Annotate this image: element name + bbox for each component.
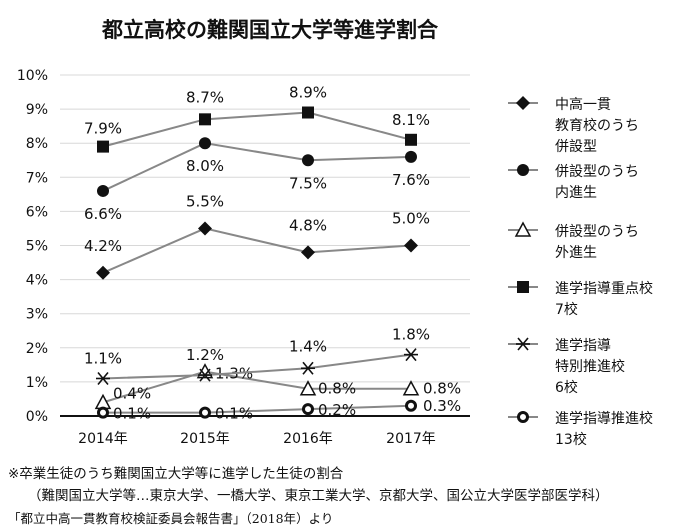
y-tick-label: 3% <box>26 307 48 323</box>
data-point <box>404 348 418 362</box>
legend-label: 内進生 <box>555 185 597 201</box>
data-label: 0.8% <box>318 380 356 398</box>
data-point <box>405 133 417 146</box>
data-point <box>96 371 110 386</box>
data-point <box>404 238 418 253</box>
data-point <box>199 113 211 126</box>
data-point <box>199 137 211 150</box>
x-tick-label: 2015年 <box>180 431 230 447</box>
data-point <box>97 140 109 153</box>
series-line <box>102 142 412 192</box>
data-point <box>198 368 212 382</box>
data-label: 8.0% <box>186 157 224 175</box>
data-label: 1.4% <box>289 337 327 355</box>
y-tick-label: 5% <box>26 239 48 255</box>
source-citation: 「都立中高一貫教育校検証委員会報告書」（2018年）より <box>8 511 334 526</box>
series-line <box>102 370 411 404</box>
x-tick-label: 2014年 <box>78 431 128 447</box>
data-point <box>302 154 314 167</box>
series-line <box>102 227 412 274</box>
legend-label: 併設型 <box>555 139 597 155</box>
data-point <box>402 380 420 396</box>
data-label: 0.1% <box>215 405 253 423</box>
footnote-detail: （難関国立大学等…東京大学、一橋大学、東京工業大学、京都大学、国公立大学医学部医… <box>28 488 609 504</box>
footnote: ※卒業生徒のうち難関国立大学等に進学した生徒の割合 <box>8 466 344 482</box>
data-label: 1.8% <box>392 326 430 344</box>
data-label: 8.1% <box>392 111 430 129</box>
data-label: 6.6% <box>84 205 122 223</box>
data-point <box>199 406 211 419</box>
y-tick-label: 1% <box>26 375 48 391</box>
y-tick-label: 10% <box>17 68 48 84</box>
legend-marker-open-triangle <box>514 221 532 237</box>
data-label: 7.6% <box>392 171 430 189</box>
legend-label: 進学指導推進校 <box>555 410 653 427</box>
data-point <box>302 403 314 416</box>
data-label: 0.2% <box>318 401 356 419</box>
data-label: 8.7% <box>186 88 224 106</box>
y-tick-label: 4% <box>26 273 48 289</box>
data-label: 0.4% <box>113 384 151 402</box>
data-label: 8.9% <box>289 84 327 102</box>
line-chart: 0% 1% 2% 3% 4% 5% 6% 7% 8% 9% 10% 2014年 2015年 2016年 20… <box>17 68 653 448</box>
y-tick-label: 6% <box>26 204 48 220</box>
legend-label: 進学指導 <box>555 338 611 354</box>
data-label: 7.5% <box>289 174 327 192</box>
data-point <box>198 221 212 236</box>
x-tick-label: 2017年 <box>386 431 436 447</box>
legend-label: 13校 <box>555 431 587 448</box>
legend-label: 併設型のうち <box>555 224 639 240</box>
data-point <box>97 406 109 419</box>
y-tick-label: 2% <box>26 341 48 357</box>
data-point <box>405 399 417 412</box>
data-point <box>301 361 315 375</box>
data-point <box>299 380 317 396</box>
data-label: 0.3% <box>423 397 461 415</box>
data-label: 4.2% <box>84 237 122 255</box>
legend-label: 進学指導重点校 <box>555 280 653 297</box>
legend-label: 教育校のうち <box>555 117 639 134</box>
legend-marker-filled-diamond <box>516 96 530 110</box>
legend-label: 7校 <box>555 301 578 318</box>
legend-label: 6校 <box>555 379 578 396</box>
y-tick-label: 8% <box>26 136 48 152</box>
data-label: 5.5% <box>186 192 224 210</box>
data-label: 0.8% <box>423 380 461 398</box>
data-point <box>96 265 110 280</box>
series-line <box>102 111 412 148</box>
legend-label: 中高一貫 <box>555 96 611 113</box>
x-tick-label: 2016年 <box>283 431 333 447</box>
data-point <box>97 184 109 197</box>
y-tick-label: 0% <box>26 409 48 425</box>
data-label: 1.1% <box>84 349 122 367</box>
legend-marker-filled-square <box>517 281 529 293</box>
chart-title: 都立高校の難関国立大学等進学割合 <box>102 18 438 42</box>
legend-marker-open-circle <box>517 411 529 423</box>
data-point <box>301 245 315 260</box>
series-line <box>103 404 412 414</box>
data-point <box>302 106 314 119</box>
legend-label: 外進生 <box>555 245 597 261</box>
legend-label: 併設型のうち <box>555 164 639 180</box>
legend-marker-filled-circle <box>517 164 529 176</box>
series-line <box>102 353 412 380</box>
legend-marker-asterisk <box>516 337 530 351</box>
data-label: 7.9% <box>84 120 122 138</box>
data-label: 1.2% <box>186 346 224 364</box>
data-label: 4.8% <box>289 216 327 234</box>
data-point <box>405 150 417 163</box>
y-tick-label: 7% <box>26 170 48 186</box>
legend-label: 特別推進校 <box>555 358 625 375</box>
y-tick-label: 9% <box>26 102 48 118</box>
data-label: 5.0% <box>392 210 430 228</box>
data-label: 0.1% <box>113 405 151 423</box>
